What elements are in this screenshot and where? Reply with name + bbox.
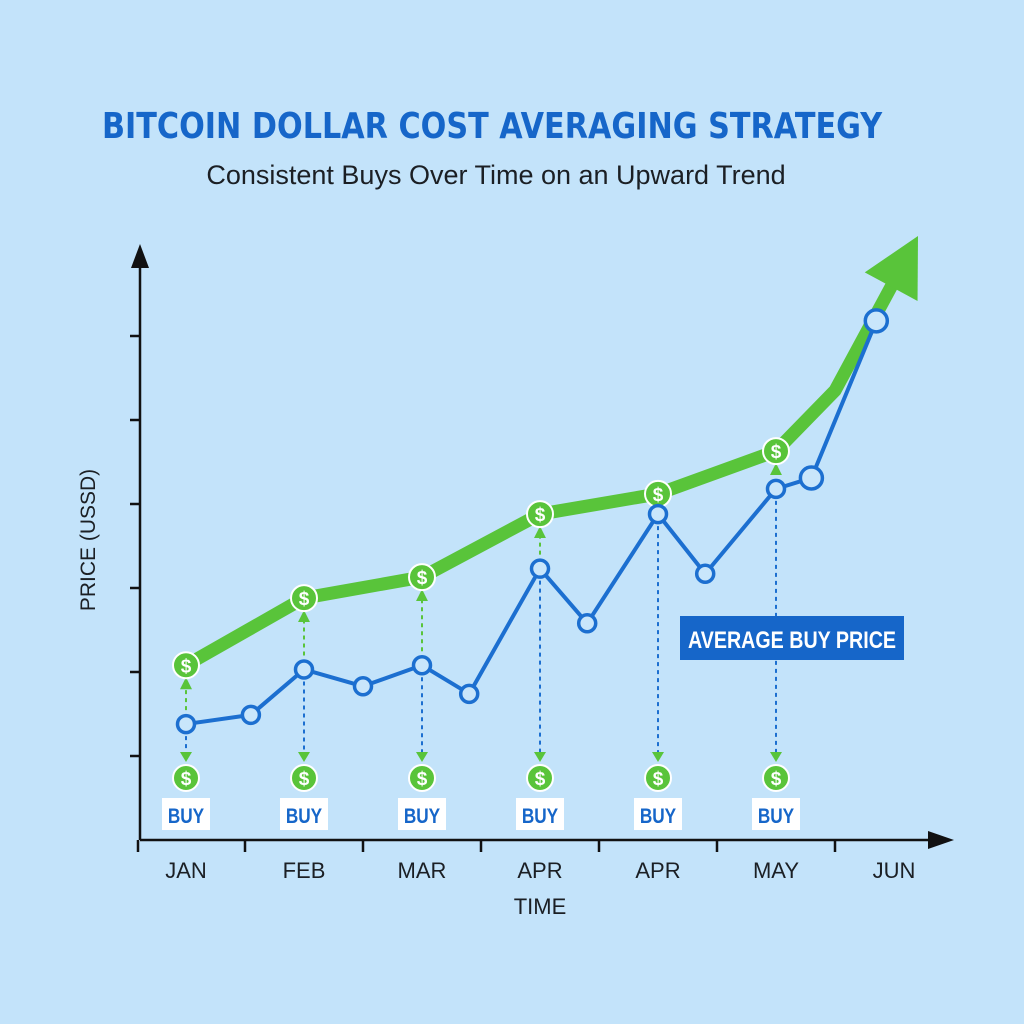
buy-label-box xyxy=(752,798,800,830)
drop-line-arrow xyxy=(416,752,428,762)
average-buy-price-label: AVERAGE BUY PRICE xyxy=(688,626,896,653)
buy-label: BUY xyxy=(640,806,677,829)
blue-price-point xyxy=(576,613,598,634)
blue-price-point xyxy=(694,563,716,584)
chart-subtitle: Consistent Buys Over Time on an Upward T… xyxy=(206,160,786,190)
blue-price-point xyxy=(240,704,262,726)
buy-coin-symbol: $ xyxy=(417,769,428,790)
blue-price-point xyxy=(765,478,787,500)
buy-coin-icon xyxy=(644,764,672,792)
drop-line-arrow xyxy=(298,752,310,762)
green-coin-symbol: $ xyxy=(417,568,428,589)
buy-label-box xyxy=(634,798,682,830)
green-coin-symbol: $ xyxy=(653,485,664,506)
green-coin-symbol: $ xyxy=(535,505,546,526)
average-buy-price-box xyxy=(680,616,904,660)
green-trend-line xyxy=(179,274,901,672)
x-tick-label: JAN xyxy=(165,858,207,883)
buy-label-box xyxy=(280,798,328,830)
blue-price-point xyxy=(798,465,825,491)
drop-line-arrow xyxy=(180,752,192,762)
buy-coin-icon xyxy=(762,764,790,792)
drop-line-arrow xyxy=(534,752,546,762)
buy-label-box xyxy=(516,798,564,830)
chart-title: BITCOIN DOLLAR COST AVERAGING STRATEGY xyxy=(101,106,883,147)
green-coin-marker xyxy=(408,563,436,592)
buy-label: BUY xyxy=(168,806,205,829)
buy-coin-symbol: $ xyxy=(653,769,664,790)
x-tick-label: MAR xyxy=(398,858,447,883)
x-tick-label: MAY xyxy=(753,858,799,883)
buy-label-box xyxy=(398,798,446,830)
blue-price-point xyxy=(175,713,197,735)
x-tick-label: APR xyxy=(635,858,680,883)
buy-label: BUY xyxy=(404,806,441,829)
buy-label: BUY xyxy=(522,806,559,829)
blue-price-point xyxy=(863,308,890,334)
x-axis-arrow xyxy=(928,831,954,849)
buy-label-box xyxy=(162,798,210,830)
buy-coin-icon xyxy=(172,764,200,792)
x-tick-label: JUN xyxy=(873,858,916,883)
buy-coin-icon xyxy=(290,764,318,792)
blue-price-point xyxy=(293,659,315,680)
blue-price-point xyxy=(647,503,669,525)
buy-label: BUY xyxy=(286,806,323,829)
x-axis-label: TIME xyxy=(514,894,567,919)
blue-price-point xyxy=(352,676,374,697)
blue-price-point xyxy=(529,558,551,579)
x-tick-label: APR xyxy=(517,858,562,883)
blue-price-point xyxy=(411,655,433,676)
green-trend-arrowhead xyxy=(864,236,918,301)
green-coin-marker xyxy=(526,500,554,529)
buy-coin-symbol: $ xyxy=(771,769,782,790)
buy-coin-symbol: $ xyxy=(181,769,192,790)
buy-coin-symbol: $ xyxy=(299,769,310,790)
green-coin-marker xyxy=(762,437,790,466)
drop-line-arrow xyxy=(652,752,664,762)
buy-coin-icon xyxy=(408,764,436,792)
green-coin-marker xyxy=(172,651,200,680)
green-coin-symbol: $ xyxy=(181,656,192,677)
green-coin-symbol: $ xyxy=(299,589,310,610)
blue-price-point xyxy=(458,683,480,705)
drop-line-arrow xyxy=(770,752,782,762)
x-tick-label: FEB xyxy=(283,858,326,883)
y-axis-label: PRICE (USSD) xyxy=(77,469,100,611)
buy-coin-symbol: $ xyxy=(535,769,546,790)
buy-label: BUY xyxy=(758,806,795,829)
green-coin-marker xyxy=(290,584,318,613)
buy-coin-icon xyxy=(526,764,554,792)
green-coin-symbol: $ xyxy=(771,442,782,463)
y-axis-arrow xyxy=(131,244,149,268)
